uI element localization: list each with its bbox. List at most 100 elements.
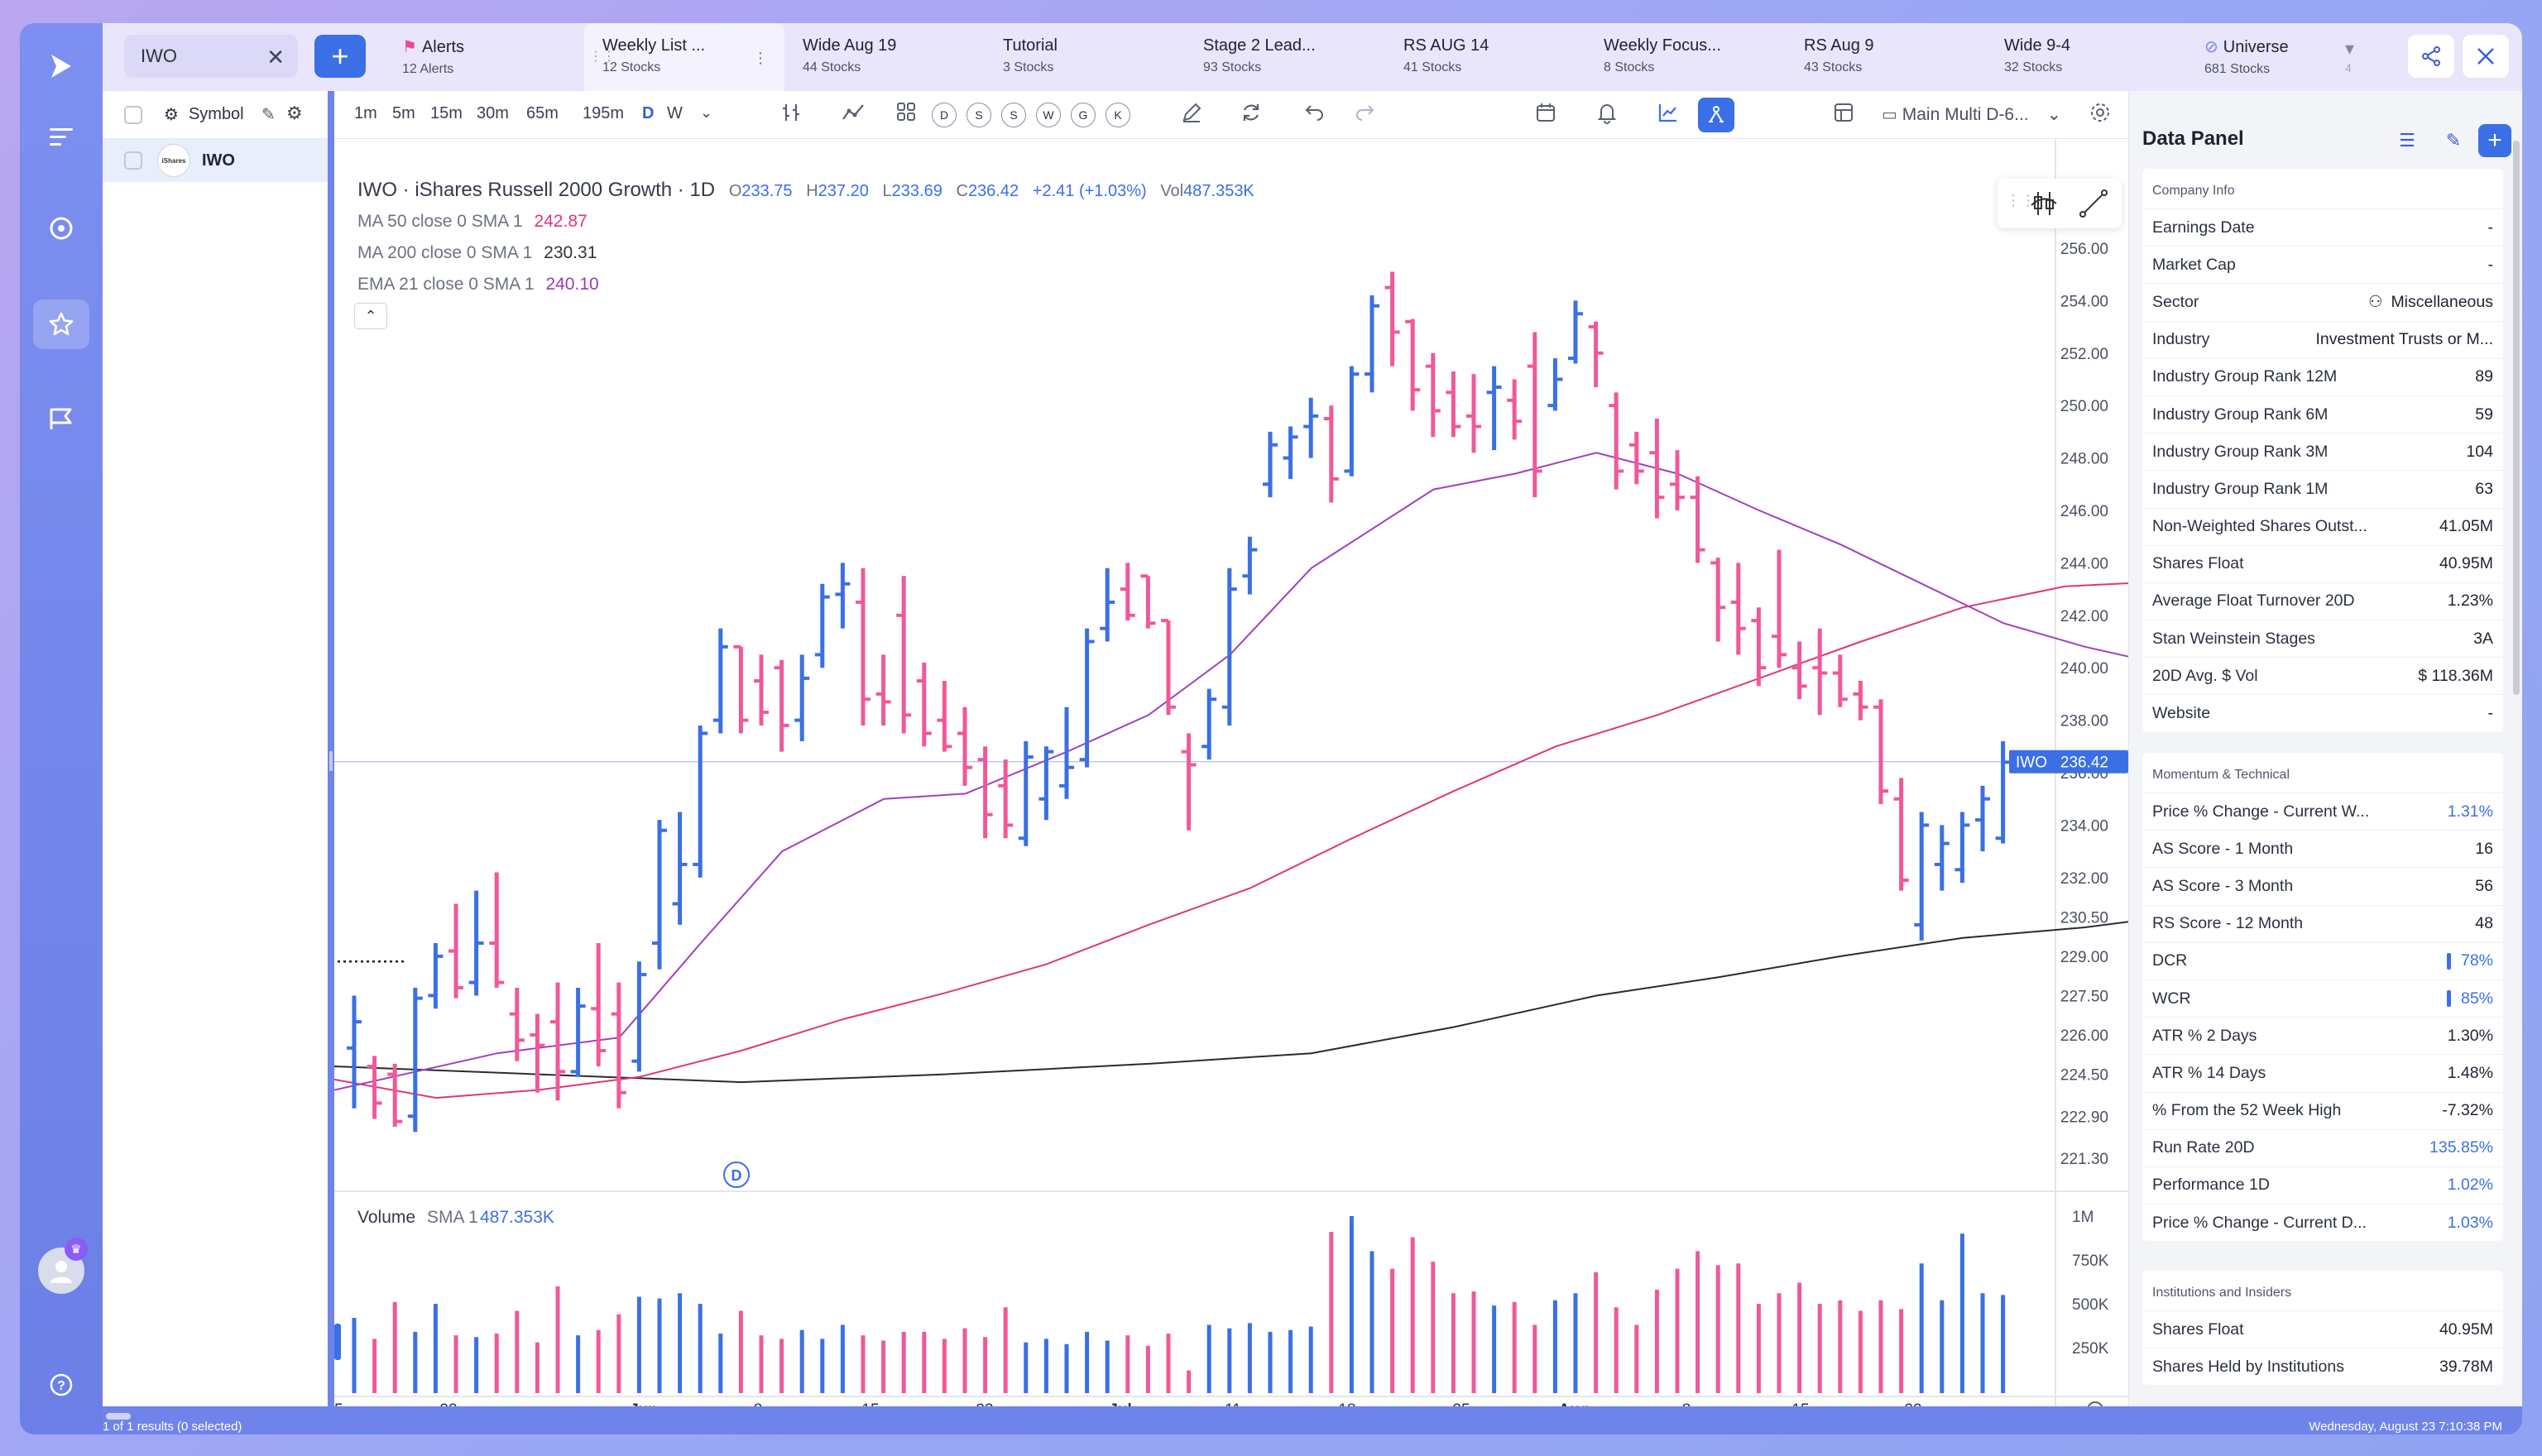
data-row[interactable]: Non-Weighted Shares Outst... 41.05M: [2142, 507, 2503, 545]
list-item[interactable]: iShares IWO: [103, 139, 328, 182]
tab-0[interactable]: ⚑ Alerts 12 Alerts: [384, 23, 584, 91]
trendline-tool-icon[interactable]: [2079, 189, 2108, 223]
quick-s2-button[interactable]: S: [1001, 103, 1026, 127]
data-row[interactable]: Sector ⚇ Miscellaneous: [2142, 283, 2503, 320]
calendar-icon[interactable]: [1534, 101, 1557, 130]
app-logo-icon[interactable]: [33, 41, 89, 91]
data-row[interactable]: RS Score - 12 Month 48: [2142, 904, 2503, 942]
list-view-icon[interactable]: ☰: [2399, 130, 2415, 151]
chart-line-icon[interactable]: [1657, 101, 1680, 130]
data-row[interactable]: % From the 52 Week High -7.32%: [2142, 1091, 2503, 1129]
data-row[interactable]: Price % Change - Current D... 1.03%: [2142, 1204, 2503, 1241]
data-row[interactable]: 20D Avg. $ Vol $ 118.36M: [2142, 657, 2503, 694]
scanner-tool-button[interactable]: [1698, 98, 1734, 132]
interval-5m[interactable]: 5m: [392, 104, 415, 122]
more-tabs-button[interactable]: ▾ 4: [2345, 38, 2395, 74]
data-row[interactable]: Website -: [2142, 694, 2503, 731]
tab-8[interactable]: Wide 9-4 32 Stocks: [1986, 23, 2186, 91]
help-icon[interactable]: ?: [33, 1360, 89, 1410]
data-panel-scrollbar[interactable]: [2513, 141, 2520, 695]
data-row[interactable]: Shares Held by Institutions 39.78M: [2142, 1348, 2503, 1385]
tab-6[interactable]: Weekly Focus... 8 Stocks: [1585, 23, 1786, 91]
menu-lines-icon[interactable]: [33, 113, 89, 162]
drag-handle-icon[interactable]: ⋮⋮: [2006, 192, 2036, 208]
data-row[interactable]: Price % Change - Current W... 1.31%: [2142, 793, 2503, 830]
data-row[interactable]: Average Float Turnover 20D 1.23%: [2142, 582, 2503, 620]
interval-30m[interactable]: 30m: [477, 104, 509, 122]
symbol-search-tab[interactable]: IWO ✕: [124, 35, 298, 78]
data-row[interactable]: Performance 1D 1.02%: [2142, 1166, 2503, 1204]
redo-icon[interactable]: [1354, 101, 1375, 128]
interval-w[interactable]: W: [667, 104, 683, 122]
data-row[interactable]: Shares Float 40.95M: [2142, 1310, 2503, 1348]
symbol-column-header[interactable]: Symbol: [188, 105, 244, 123]
alerts-flag-icon[interactable]: [33, 394, 89, 443]
tab-drag-handle-icon[interactable]: ⋮⋮: [589, 50, 616, 64]
indicators-icon[interactable]: [841, 101, 866, 130]
interval-65m[interactable]: 65m: [526, 104, 559, 122]
data-row[interactable]: Industry Group Rank 6M 59: [2142, 395, 2503, 433]
data-row[interactable]: ATR % 2 Days 1.30%: [2142, 1017, 2503, 1054]
price-chart[interactable]: 256.00 254.00 252.00 250.00 248.00 246.00 244.…: [334, 91, 2128, 1406]
quick-d-button[interactable]: D: [932, 103, 957, 127]
quick-k-button[interactable]: K: [1106, 103, 1130, 127]
add-field-button[interactable]: +: [2478, 124, 2511, 157]
horizontal-scrollbar[interactable]: [106, 1413, 131, 1420]
tab-5[interactable]: RS AUG 14 41 Stocks: [1385, 23, 1585, 91]
settings-gear-icon[interactable]: ⚙: [164, 106, 179, 124]
candlestick-tool-icon[interactable]: [2029, 189, 2059, 223]
select-all-checkbox[interactable]: [124, 105, 142, 124]
quick-g-button[interactable]: G: [1071, 103, 1096, 127]
history-icon[interactable]: [33, 204, 89, 253]
x-social-icon[interactable]: [2463, 35, 2509, 78]
data-row[interactable]: DCR 78%: [2142, 941, 2503, 979]
data-row[interactable]: Earnings Date -: [2142, 208, 2503, 246]
column-settings-icon[interactable]: ⚙: [286, 103, 303, 123]
interval-15m[interactable]: 15m: [430, 104, 463, 122]
data-row[interactable]: ATR % 14 Days 1.48%: [2142, 1054, 2503, 1091]
watchlist-star-icon[interactable]: [33, 299, 89, 349]
templates-grid-icon[interactable]: [895, 101, 917, 128]
draw-pencil-icon[interactable]: [1180, 101, 1203, 130]
tab-1[interactable]: ⋮⋮ ⋮ Weekly List ... 12 Stocks: [584, 23, 784, 91]
tab-3[interactable]: Tutorial 3 Stocks: [985, 23, 1185, 91]
data-row[interactable]: Industry Group Rank 1M 63: [2142, 470, 2503, 507]
tab-2[interactable]: Wide Aug 19 44 Stocks: [784, 23, 985, 91]
data-row[interactable]: Run Rate 20D 135.85%: [2142, 1128, 2503, 1166]
data-row[interactable]: Industry Investment Trusts or M...: [2142, 320, 2503, 358]
data-row[interactable]: Shares Float 40.95M: [2142, 544, 2503, 582]
row-checkbox[interactable]: [124, 151, 142, 170]
quick-s-button[interactable]: S: [966, 103, 991, 127]
interval-195m[interactable]: 195m: [583, 104, 625, 122]
quick-w-button[interactable]: W: [1036, 103, 1061, 127]
data-row[interactable]: Stan Weinstein Stages 3A: [2142, 620, 2503, 657]
interval-d[interactable]: D: [642, 104, 655, 122]
share-icon[interactable]: [2408, 35, 2454, 78]
bell-alert-icon[interactable]: [1595, 101, 1619, 130]
data-row[interactable]: Industry Group Rank 12M 89: [2142, 357, 2503, 395]
layout-select[interactable]: ▭ Main Multi D-6... ⌄: [1882, 104, 2061, 125]
tab-more-icon[interactable]: ⋮: [753, 50, 768, 66]
edit-pencil-icon[interactable]: ✎: [261, 106, 276, 124]
panel-resize-handle[interactable]: [329, 751, 333, 771]
data-row[interactable]: Market Cap -: [2142, 246, 2503, 283]
refresh-icon[interactable]: [1240, 101, 1263, 130]
tab-7[interactable]: RS Aug 9 43 Stocks: [1786, 23, 1986, 91]
data-row[interactable]: AS Score - 1 Month 16: [2142, 830, 2503, 867]
undo-icon[interactable]: [1304, 101, 1326, 128]
interval-dropdown-icon[interactable]: ⌄: [700, 104, 713, 121]
layout-panels-icon[interactable]: [1832, 101, 1855, 130]
data-row[interactable]: AS Score - 3 Month 56: [2142, 867, 2503, 904]
data-row[interactable]: Industry Group Rank 3M 104: [2142, 433, 2503, 470]
add-tab-button[interactable]: +: [314, 35, 366, 78]
chart-settings-gear-icon[interactable]: [2089, 101, 2112, 130]
legend-collapse-button[interactable]: ⌃: [354, 303, 387, 329]
data-row[interactable]: WCR 85%: [2142, 979, 2503, 1017]
bar-style-icon[interactable]: [779, 101, 803, 130]
interval-1m[interactable]: 1m: [354, 104, 377, 122]
tab-4[interactable]: Stage 2 Lead... 93 Stocks: [1185, 23, 1385, 91]
close-search-icon[interactable]: ✕: [266, 45, 285, 69]
layout-chevron-down-icon: ⌄: [2046, 105, 2062, 124]
tab-9[interactable]: ⊘ Universe 681 Stocks: [2186, 23, 2386, 91]
edit-panel-icon[interactable]: ✎: [2445, 130, 2462, 151]
